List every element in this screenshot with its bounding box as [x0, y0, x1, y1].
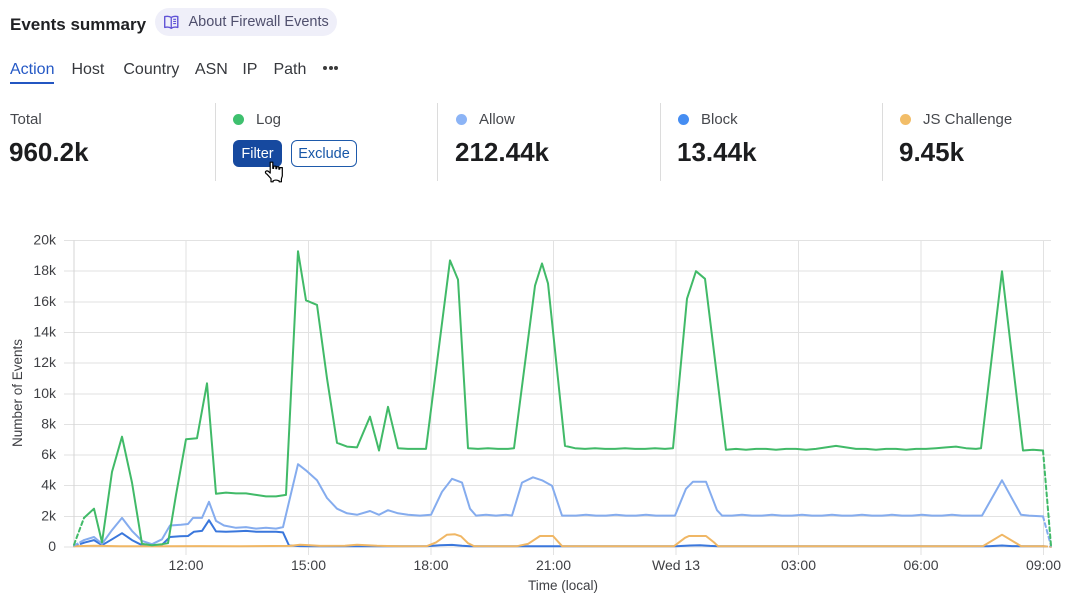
svg-text:2k: 2k [41, 507, 57, 523]
svg-text:09:00: 09:00 [1026, 557, 1061, 573]
svg-text:0: 0 [48, 538, 56, 554]
svg-text:03:00: 03:00 [781, 557, 816, 573]
svg-text:10k: 10k [33, 385, 57, 401]
svg-text:4k: 4k [41, 477, 57, 493]
svg-text:6k: 6k [41, 446, 57, 462]
svg-text:16k: 16k [33, 293, 57, 309]
svg-text:Time (local): Time (local) [528, 578, 598, 593]
svg-text:20k: 20k [33, 232, 57, 248]
svg-text:15:00: 15:00 [291, 557, 326, 573]
svg-text:06:00: 06:00 [903, 557, 938, 573]
svg-text:18:00: 18:00 [413, 557, 448, 573]
svg-text:14k: 14k [33, 323, 57, 339]
svg-text:12:00: 12:00 [168, 557, 203, 573]
svg-text:12k: 12k [33, 354, 57, 370]
svg-text:21:00: 21:00 [536, 557, 571, 573]
svg-text:8k: 8k [41, 415, 57, 431]
svg-text:18k: 18k [33, 262, 57, 278]
svg-text:Number of Events: Number of Events [10, 339, 25, 447]
svg-text:Wed 13: Wed 13 [652, 557, 700, 573]
